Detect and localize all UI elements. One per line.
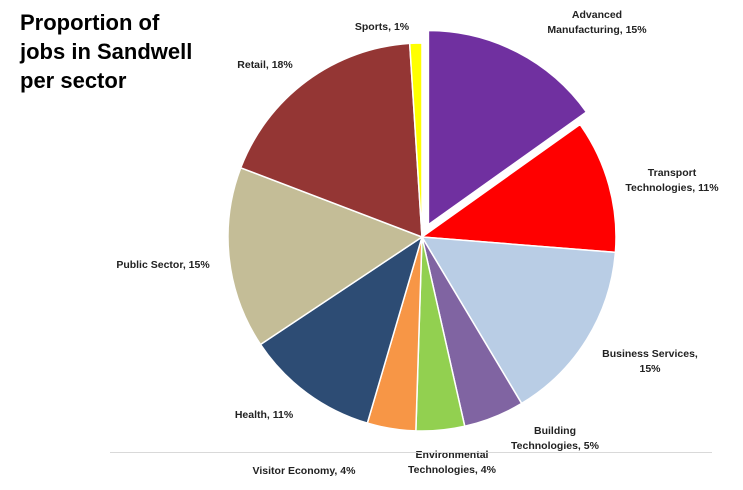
pie-slice-retail xyxy=(239,42,423,239)
slice-label-business-services: Business Services, 15% xyxy=(602,348,698,375)
slice-label-building-technologies: Building Technologies, 5% xyxy=(511,425,600,452)
chart-title-line-3: per sector xyxy=(20,68,127,93)
slice-label-transport-technologies: Transport Technologies, 11% xyxy=(625,167,719,194)
chart-title: Proportion of jobs in Sandwell per secto… xyxy=(20,8,240,95)
slice-label-advanced-manufacturing: Advanced Manufacturing, 15% xyxy=(547,9,647,36)
slice-label-public-sector: Public Sector, 15% xyxy=(116,259,210,271)
pie-slice-business-services xyxy=(420,236,617,405)
pie-slice-advanced-manufacturing xyxy=(427,29,588,227)
pie-slice-transport-technologies xyxy=(419,123,617,254)
slice-label-environmental-technologies: Environmental Technologies, 4% xyxy=(408,449,497,476)
pie-slice-sports xyxy=(408,42,423,238)
pie-slice-health xyxy=(259,235,424,425)
chart-baseline xyxy=(110,452,712,453)
slice-label-visitor-economy: Visitor Economy, 4% xyxy=(253,465,357,477)
slice-label-health: Health, 11% xyxy=(235,409,294,421)
chart-title-line-2: jobs in Sandwell xyxy=(20,39,193,64)
slice-label-sports: Sports, 1% xyxy=(355,21,410,33)
slice-label-retail: Retail, 18% xyxy=(237,59,293,71)
pie-slice-public-sector xyxy=(227,166,424,346)
pie-slices xyxy=(227,29,617,432)
chart-title-line-1: Proportion of xyxy=(20,10,160,35)
